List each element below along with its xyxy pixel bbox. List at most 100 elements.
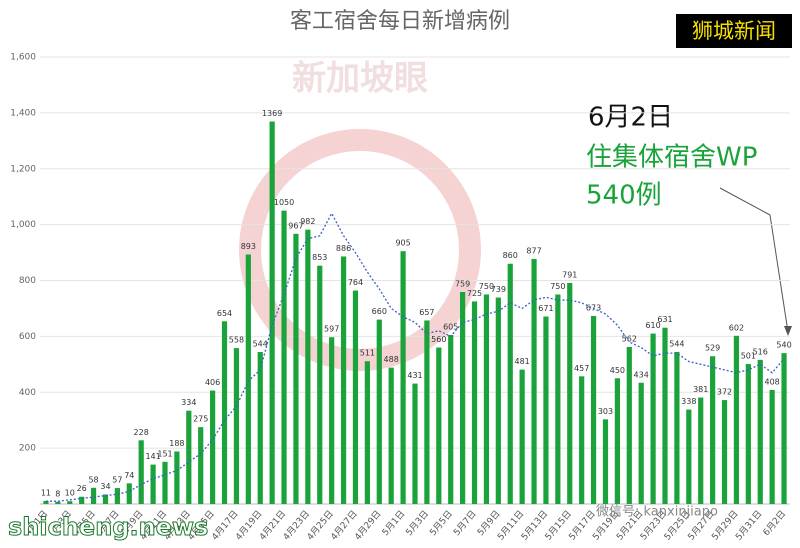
bar: [174, 451, 180, 504]
bar: [198, 427, 204, 504]
value-label: 657: [419, 308, 434, 317]
bar: [67, 501, 73, 504]
bar: [412, 383, 418, 504]
value-label: 982: [300, 217, 315, 226]
bar: [686, 409, 692, 504]
value-label: 560: [431, 335, 446, 344]
value-label: 905: [395, 239, 410, 248]
bar: [221, 321, 228, 504]
value-label: 188: [169, 439, 184, 448]
bar: [471, 301, 478, 504]
bar: [781, 353, 787, 504]
bar: [495, 297, 501, 504]
annotation-arrowhead: [784, 326, 792, 336]
y-tick-label: 800: [19, 276, 36, 286]
annotation-date: 6月2日: [588, 103, 673, 133]
bar: [519, 369, 525, 504]
bar: [424, 320, 430, 504]
value-label: 74: [124, 471, 134, 480]
value-label: 759: [455, 279, 470, 288]
chart-title: 客工宿舍每日新增病例: [290, 9, 510, 34]
bar: [662, 327, 668, 504]
bar: [43, 500, 49, 504]
brand-box: [676, 14, 792, 48]
value-label: 8: [55, 489, 60, 498]
value-label: 544: [253, 340, 268, 349]
bar: [126, 483, 132, 504]
value-label: 529: [705, 344, 720, 353]
value-label: 57: [112, 476, 122, 485]
x-tick-label: 5月3日: [404, 508, 431, 538]
value-label: 1369: [262, 109, 282, 118]
bar: [317, 265, 323, 504]
bar: [293, 233, 299, 505]
value-label: 406: [205, 378, 220, 387]
value-label: 141: [145, 452, 160, 461]
value-label: 275: [193, 415, 208, 424]
watermark-site: shicheng.news: [8, 513, 208, 541]
bar: [352, 290, 359, 504]
y-tick-label: 1,600: [10, 53, 36, 63]
value-label: 303: [598, 407, 613, 416]
plot: 2004006008001,0001,2001,4001,6004月1日4月3日…: [10, 53, 791, 543]
value-label: 450: [610, 366, 625, 375]
watermark-center: 新加坡眼: [292, 59, 428, 99]
bar: [376, 319, 382, 504]
y-tick-label: 200: [19, 444, 36, 454]
value-label: 967: [288, 221, 303, 230]
value-label: 725: [467, 289, 482, 298]
value-label: 544: [669, 340, 684, 349]
bar: [590, 315, 597, 504]
bar: [567, 283, 573, 504]
bar: [531, 258, 537, 504]
bar: [329, 337, 335, 504]
value-label: 501: [741, 352, 756, 361]
bar: [733, 335, 740, 504]
annotation-label: 住集体宿舍WP: [586, 143, 757, 173]
value-label: 26: [77, 484, 87, 493]
bar: [162, 461, 168, 504]
x-tick-label: 5月7日: [451, 508, 478, 538]
value-label: 228: [134, 428, 149, 437]
bar: [388, 367, 394, 504]
value-label: 750: [550, 282, 565, 291]
bar: [79, 496, 85, 504]
value-label: 877: [526, 246, 541, 255]
value-label: 739: [491, 285, 506, 294]
bar: [721, 400, 728, 504]
value-label: 488: [384, 355, 399, 364]
bar: [114, 488, 120, 504]
value-label: 481: [515, 357, 530, 366]
bar: [483, 294, 490, 504]
value-label: 860: [503, 251, 518, 260]
bar: [543, 316, 549, 504]
y-tick-label: 1,000: [10, 220, 36, 230]
bar: [150, 464, 156, 504]
value-label: 34: [100, 482, 110, 491]
bar: [626, 346, 632, 504]
value-label: 671: [538, 304, 553, 313]
value-label: 660: [372, 307, 387, 316]
bar: [710, 356, 716, 504]
bar: [698, 397, 704, 504]
value-label: 602: [729, 323, 744, 332]
bar: [555, 294, 561, 504]
value-label: 886: [336, 244, 351, 253]
bar: [305, 229, 311, 504]
value-label: 10: [65, 489, 75, 498]
bar: [90, 487, 97, 504]
value-label: 764: [348, 278, 363, 287]
value-label: 597: [324, 325, 339, 334]
annotation-arrow: [719, 187, 789, 333]
value-label: 750: [479, 282, 494, 291]
value-label: 431: [407, 371, 422, 380]
y-tick-label: 400: [19, 388, 36, 398]
value-label: 372: [717, 388, 732, 397]
value-label: 654: [217, 309, 232, 318]
bar: [614, 378, 620, 504]
value-label: 338: [681, 397, 696, 406]
value-label: 334: [181, 398, 196, 407]
y-tick-label: 1,200: [10, 164, 36, 174]
bar: [674, 352, 680, 504]
